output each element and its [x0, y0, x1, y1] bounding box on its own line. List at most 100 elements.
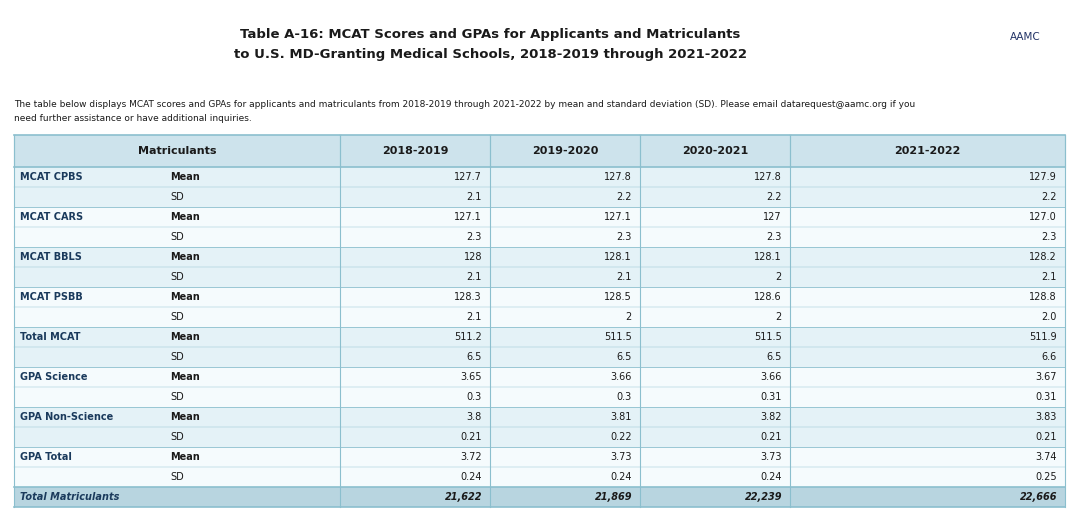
- Text: MCAT CPBS: MCAT CPBS: [21, 172, 83, 182]
- Text: 511.5: 511.5: [754, 332, 782, 342]
- Text: 2019-2020: 2019-2020: [531, 146, 598, 156]
- Text: 2.3: 2.3: [767, 232, 782, 242]
- Text: 127.8: 127.8: [604, 172, 632, 182]
- Text: SD: SD: [170, 472, 184, 482]
- Text: 2: 2: [775, 312, 782, 322]
- Bar: [14, 247, 1065, 267]
- Text: 2: 2: [775, 272, 782, 282]
- Text: 6.5: 6.5: [467, 352, 482, 362]
- Bar: [14, 367, 1065, 387]
- Text: SD: SD: [170, 352, 184, 362]
- Text: 3.66: 3.66: [610, 372, 632, 382]
- Text: 0.24: 0.24: [460, 472, 482, 482]
- Bar: [14, 447, 1065, 467]
- Text: GPA Non-Science: GPA Non-Science: [21, 412, 113, 422]
- Text: 511.9: 511.9: [1029, 332, 1057, 342]
- Text: Mean: Mean: [170, 332, 200, 342]
- Text: 128.2: 128.2: [1029, 252, 1057, 262]
- Bar: [14, 487, 1065, 507]
- Text: 128: 128: [463, 252, 482, 262]
- Text: 2.3: 2.3: [1041, 232, 1057, 242]
- Text: 0.22: 0.22: [610, 432, 632, 442]
- Bar: [14, 187, 1065, 207]
- Text: 2.1: 2.1: [467, 272, 482, 282]
- Text: to U.S. MD-Granting Medical Schools, 2018-2019 through 2021-2022: to U.S. MD-Granting Medical Schools, 201…: [233, 48, 746, 61]
- Text: AAMC: AAMC: [1010, 32, 1041, 42]
- Text: 2018-2019: 2018-2019: [381, 146, 448, 156]
- Text: MCAT BBLS: MCAT BBLS: [21, 252, 82, 262]
- Text: 0.31: 0.31: [760, 392, 782, 402]
- Bar: [14, 427, 1065, 447]
- Text: 0.25: 0.25: [1036, 472, 1057, 482]
- Text: 2.1: 2.1: [467, 312, 482, 322]
- Text: Mean: Mean: [170, 212, 200, 222]
- Text: 22,239: 22,239: [744, 492, 782, 502]
- Bar: [14, 327, 1065, 347]
- Text: 3.73: 3.73: [610, 452, 632, 462]
- Text: Mean: Mean: [170, 372, 200, 382]
- Text: 0.21: 0.21: [760, 432, 782, 442]
- Text: 128.8: 128.8: [1029, 292, 1057, 302]
- Text: 128.6: 128.6: [754, 292, 782, 302]
- Text: 127.0: 127.0: [1029, 212, 1057, 222]
- Text: 3.65: 3.65: [460, 372, 482, 382]
- Text: 3.82: 3.82: [760, 412, 782, 422]
- Text: SD: SD: [170, 432, 184, 442]
- Text: 3.66: 3.66: [760, 372, 782, 382]
- Bar: [14, 207, 1065, 227]
- Text: 127.1: 127.1: [604, 212, 632, 222]
- Text: Mean: Mean: [170, 172, 200, 182]
- Text: Total Matriculants: Total Matriculants: [21, 492, 120, 502]
- Text: 127.9: 127.9: [1029, 172, 1057, 182]
- Text: 0.31: 0.31: [1036, 392, 1057, 402]
- Text: The table below displays MCAT scores and GPAs for applicants and matriculants fr: The table below displays MCAT scores and…: [14, 100, 915, 109]
- Text: Mean: Mean: [170, 292, 200, 302]
- Text: 3.73: 3.73: [760, 452, 782, 462]
- Text: 0.24: 0.24: [760, 472, 782, 482]
- Text: 2: 2: [625, 312, 632, 322]
- Text: 6.5: 6.5: [617, 352, 632, 362]
- Text: 3.72: 3.72: [460, 452, 482, 462]
- Text: Table A-16: MCAT Scores and GPAs for Applicants and Matriculants: Table A-16: MCAT Scores and GPAs for App…: [240, 28, 740, 41]
- Text: 3.81: 3.81: [610, 412, 632, 422]
- Text: Mean: Mean: [170, 412, 200, 422]
- Text: SD: SD: [170, 312, 184, 322]
- Text: Mean: Mean: [170, 452, 200, 462]
- Bar: [14, 227, 1065, 247]
- Bar: [14, 347, 1065, 367]
- Text: 6.5: 6.5: [767, 352, 782, 362]
- Text: 0.3: 0.3: [617, 392, 632, 402]
- Text: 2.3: 2.3: [467, 232, 482, 242]
- Text: 3.83: 3.83: [1036, 412, 1057, 422]
- Text: 2020-2021: 2020-2021: [681, 146, 748, 156]
- Text: 3.67: 3.67: [1036, 372, 1057, 382]
- Bar: [14, 467, 1065, 487]
- Text: 0.24: 0.24: [610, 472, 632, 482]
- Text: 2.0: 2.0: [1041, 312, 1057, 322]
- Text: 3.74: 3.74: [1036, 452, 1057, 462]
- Text: 2.1: 2.1: [1041, 272, 1057, 282]
- Text: 0.21: 0.21: [1036, 432, 1057, 442]
- Text: 22,666: 22,666: [1020, 492, 1057, 502]
- Text: 2.2: 2.2: [617, 192, 632, 202]
- Text: 2.1: 2.1: [617, 272, 632, 282]
- Bar: [14, 387, 1065, 407]
- Text: MCAT CARS: MCAT CARS: [21, 212, 83, 222]
- Text: SD: SD: [170, 192, 184, 202]
- Text: 21,622: 21,622: [445, 492, 482, 502]
- Text: 511.2: 511.2: [455, 332, 482, 342]
- Text: 21,869: 21,869: [594, 492, 632, 502]
- Bar: [14, 267, 1065, 287]
- Text: 2.2: 2.2: [1041, 192, 1057, 202]
- Text: SD: SD: [170, 392, 184, 402]
- Text: 128.1: 128.1: [754, 252, 782, 262]
- Text: 128.1: 128.1: [605, 252, 632, 262]
- Text: 511.5: 511.5: [604, 332, 632, 342]
- Text: MCAT PSBB: MCAT PSBB: [21, 292, 83, 302]
- Text: Mean: Mean: [170, 252, 200, 262]
- Bar: [14, 407, 1065, 427]
- Bar: [14, 135, 1065, 167]
- Text: 127.1: 127.1: [455, 212, 482, 222]
- Text: 127.8: 127.8: [754, 172, 782, 182]
- Text: Total MCAT: Total MCAT: [21, 332, 81, 342]
